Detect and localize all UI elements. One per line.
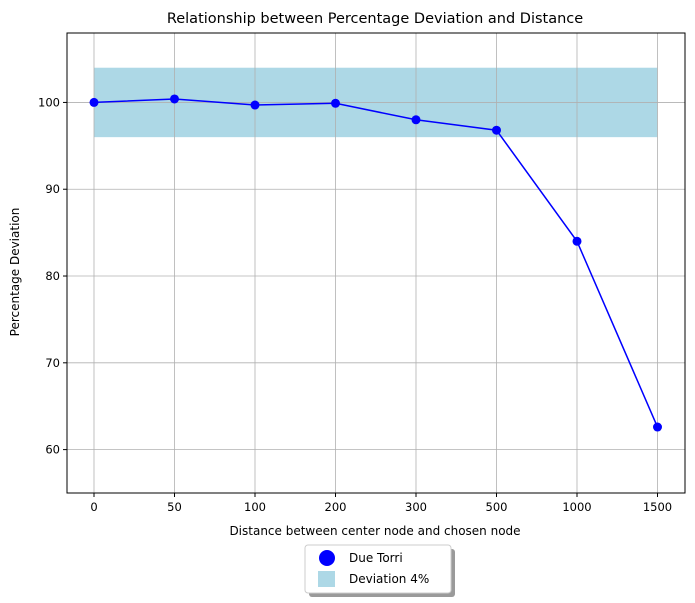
x-tick-label-100: 100	[244, 500, 266, 514]
legend: Due Torri Deviation 4%	[304, 544, 455, 597]
x-tick-label-500: 500	[486, 500, 508, 514]
data-point-1000	[572, 236, 582, 246]
y-tick-label-70: 70	[45, 356, 60, 370]
x-tick-label-50: 50	[167, 500, 182, 514]
data-point-50	[170, 94, 179, 104]
legend-swatch-deviation	[318, 571, 335, 587]
chart-title: Relationship between Percentage Deviatio…	[167, 11, 583, 27]
y-axis-label: Percentage Deviation	[8, 208, 22, 337]
x-tick-label-300: 300	[405, 500, 427, 514]
x-axis-label: Distance between center node and chosen …	[229, 524, 520, 538]
x-tick-label-1500: 1500	[643, 500, 672, 514]
series-line-0	[93, 98, 659, 428]
data-point-100	[250, 100, 260, 110]
data-point-200	[331, 98, 340, 108]
x-tick-label-0: 0	[90, 500, 97, 514]
data-point-300	[411, 115, 421, 125]
legend-label-due-torri: Due Torri	[349, 551, 403, 565]
plot-area: 0 50 100 200 300 500 1000 1500 60 70 80 90 100	[38, 32, 686, 514]
legend-frame	[304, 544, 452, 594]
y-tick-label-90: 90	[45, 182, 60, 196]
data-point-500	[492, 125, 501, 135]
y-tick-label-60: 60	[45, 443, 60, 457]
legend-marker-due-torri	[319, 550, 335, 566]
y-tick-label-80: 80	[45, 269, 60, 283]
data-point-0	[89, 97, 99, 107]
axes-frame	[66, 32, 686, 494]
data-point-1500	[653, 422, 662, 432]
x-tick-label-200: 200	[325, 500, 347, 514]
legend-label-deviation: Deviation 4%	[349, 572, 429, 586]
x-tick-label-1000: 1000	[562, 500, 591, 514]
y-tick-label-100: 100	[38, 95, 60, 109]
